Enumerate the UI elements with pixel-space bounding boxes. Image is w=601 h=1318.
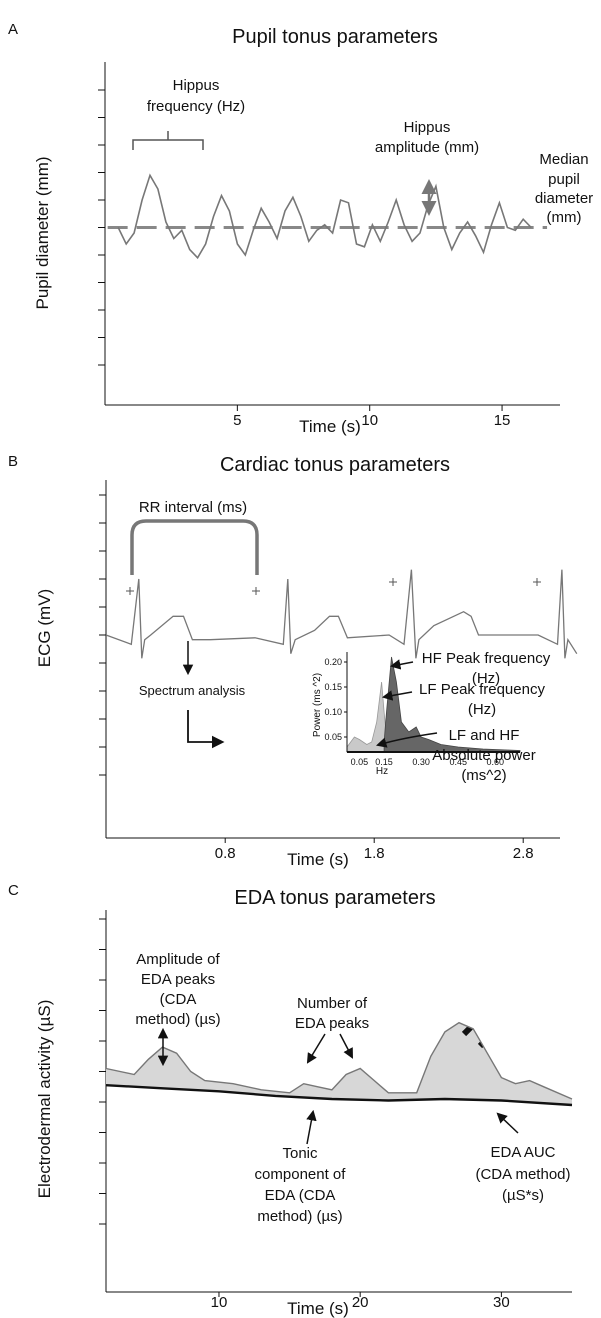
auc-arrow	[496, 1112, 519, 1134]
panel-b-letter: B	[8, 453, 18, 470]
inset-x-tick-label: 0.05	[351, 757, 369, 767]
spectrum-analysis-label: Spectrum analysis	[139, 683, 246, 698]
inset-y-tick-label: 0.10	[324, 707, 342, 717]
panel-c-y-ticks: 4.54.44.34.24.14.03.93.83.73.63.5	[0, 911, 106, 1233]
auc-label-1: EDA AUC	[490, 1144, 555, 1161]
x-tick-label: 10	[211, 1294, 228, 1311]
tonic-component-arrow	[306, 1109, 317, 1145]
inset-x-tick-label: 0.30	[412, 757, 430, 767]
x-tick-label: 5	[233, 412, 241, 429]
hippus-amplitude-label-1: Hippus	[404, 119, 451, 136]
inset-y-ticks: 0.20 0.15 0.10 0.05	[324, 657, 347, 742]
inset-x-label: Hz	[376, 766, 388, 777]
absolute-power-arrow	[375, 732, 438, 748]
hippus-frequency-bracket	[132, 131, 204, 150]
inset-y-tick-label: 0.05	[324, 732, 342, 742]
number-peaks-label-2: EDA peaks	[295, 1015, 369, 1032]
auc-label-3: (µS*s)	[502, 1187, 544, 1204]
hf-peak-label-1: HF Peak frequency	[422, 650, 551, 667]
tonic-label-1: Tonic	[282, 1145, 318, 1162]
panel-c-title: EDA tonus parameters	[234, 887, 435, 909]
x-tick-label: 10	[361, 412, 378, 429]
inset-y-label: Power (ms ^2)	[312, 673, 323, 737]
panel-b-title: Cardiac tonus parameters	[220, 454, 450, 476]
absolute-power-label-3: (ms^2)	[461, 767, 506, 784]
panel-a-pupil-series	[117, 173, 532, 260]
r-peak-marker	[533, 578, 541, 586]
median-diameter-label-3: diameter	[535, 190, 593, 207]
number-peaks-arrow-2	[339, 1033, 353, 1059]
r-peak-marker	[252, 587, 260, 595]
tonic-label-2: component of	[255, 1166, 347, 1183]
inset-x-ticks: 0.05 0.15 0.30 0.45 0.60	[351, 757, 504, 767]
panel-a-x-label: Time (s)	[299, 417, 361, 436]
panel-c-signal-series	[105, 1021, 573, 1100]
panel-c-x-ticks: 10 20 30	[211, 1292, 510, 1311]
x-tick-label: 30	[493, 1294, 510, 1311]
median-diameter-label-4: (mm)	[547, 209, 582, 226]
x-tick-label: 0.8	[215, 845, 236, 862]
panel-c-tonic-series	[105, 1084, 573, 1107]
panel-a: A Pupil tonus parameters 6.56.05.55.04.5…	[0, 21, 593, 436]
rr-interval-label: RR interval (ms)	[139, 499, 247, 516]
inset-x-tick-label: 0.60	[487, 757, 505, 767]
inset-hf-area	[383, 656, 521, 753]
panel-a-title: Pupil tonus parameters	[232, 26, 438, 48]
eda-amplitude-label-2: EDA peaks	[141, 971, 215, 988]
spectrum-inset: 0.20 0.15 0.10 0.05 0.05 0.15 0.30 0.45 0.60 Hz…	[312, 652, 521, 777]
x-tick-label: 1.8	[364, 845, 385, 862]
lf-peak-label-1: LF Peak frequency	[419, 681, 545, 698]
lf-peak-arrow	[381, 690, 413, 701]
hippus-frequency-label-2: frequency (Hz)	[147, 98, 245, 115]
x-tick-label: 20	[352, 1294, 369, 1311]
inset-y-tick-label: 0.15	[324, 682, 342, 692]
number-peaks-arrow-1	[306, 1033, 326, 1064]
inset-lf-area	[346, 681, 387, 753]
median-diameter-label-2: pupil	[548, 171, 580, 188]
auc-label-2: (CDA method)	[475, 1166, 570, 1183]
panel-b: B Cardiac tonus parameters 0.150.120.90.…	[0, 453, 578, 869]
panel-c-y-label: Electrodermal activity (µS)	[35, 1000, 54, 1199]
inset-x-tick-label: 0.45	[449, 757, 467, 767]
median-diameter-label-1: Median	[539, 151, 588, 168]
spectrum-elbow-arrow	[187, 710, 225, 749]
absolute-power-label-1: LF and HF	[449, 727, 520, 744]
panel-b-ecg-series	[105, 569, 578, 659]
number-peaks-label-1: Number of	[297, 995, 368, 1012]
r-peak-marker	[389, 578, 397, 586]
eda-amplitude-label-4: method) (µs)	[135, 1011, 220, 1028]
panel-b-y-label: ECG (mV)	[35, 589, 54, 667]
panel-c-phasic-area	[106, 1022, 572, 1105]
lf-peak-label-2: (Hz)	[468, 701, 496, 718]
tonic-label-3: EDA (CDA	[265, 1187, 336, 1204]
absolute-power-label-2: Absolute power	[432, 747, 535, 764]
hippus-frequency-label-1: Hippus	[173, 77, 220, 94]
eda-amplitude-label-1: Amplitude of	[136, 951, 220, 968]
tonic-label-4: method) (µs)	[257, 1208, 342, 1225]
hippus-amplitude-label-2: amplitude (mm)	[375, 139, 479, 156]
panel-c-letter: C	[8, 882, 19, 899]
panel-b-x-label: Time (s)	[287, 850, 349, 869]
inset-y-tick-label: 0.20	[324, 657, 342, 667]
hf-peak-label-2: (Hz)	[472, 670, 500, 687]
r-peak-markers	[126, 578, 541, 595]
panel-a-y-label: Pupil diameter (mm)	[33, 156, 52, 309]
panel-a-y-ticks: 6.56.05.55.04.54.03.53.02.52.01.5	[0, 82, 105, 374]
panel-a-letter: A	[8, 21, 18, 38]
eda-amplitude-label-3: (CDA	[160, 991, 197, 1008]
x-tick-label: 2.8	[513, 845, 534, 862]
rr-interval-bracket	[130, 519, 259, 575]
panel-a-x-ticks: 5 10 15	[233, 405, 510, 429]
panel-c-x-label: Time (s)	[287, 1299, 349, 1318]
x-tick-label: 15	[494, 412, 511, 429]
hf-peak-arrow	[389, 659, 414, 670]
r-peak-marker	[126, 587, 134, 595]
panel-b-x-ticks: 0.8 1.8 2.8	[215, 838, 534, 862]
panel-c: C EDA tonus parameters 4.54.44.34.24.14.…	[0, 882, 573, 1318]
inset-x-tick-label: 0.15	[375, 757, 393, 767]
